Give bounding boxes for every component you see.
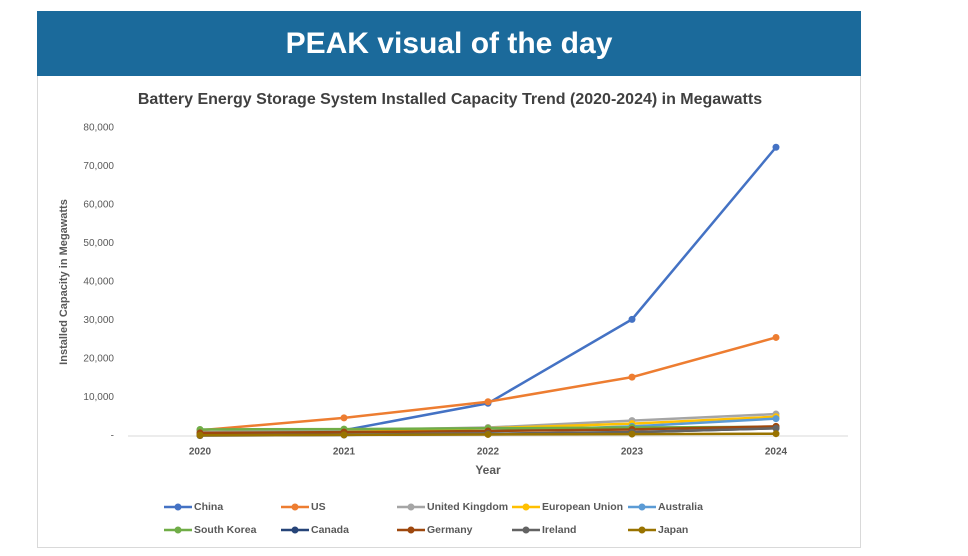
- legend-marker: [174, 526, 182, 534]
- legend-label: South Korea: [194, 524, 257, 536]
- legend-label: US: [311, 501, 326, 513]
- legend-label: Germany: [427, 524, 473, 536]
- legend-marker: [291, 503, 299, 511]
- data-point: [772, 430, 780, 438]
- legend-label: China: [194, 501, 223, 513]
- y-tick-label: 10,000: [83, 392, 114, 403]
- x-tick-label: 2024: [765, 447, 788, 458]
- y-tick-label: 40,000: [83, 277, 114, 288]
- y-tick-label: 30,000: [83, 315, 114, 326]
- y-tick-label: 80,000: [83, 123, 114, 134]
- data-point: [484, 430, 492, 438]
- data-point: [340, 414, 348, 422]
- data-point: [772, 143, 780, 151]
- legend-label: Canada: [311, 524, 349, 536]
- y-tick-label: 50,000: [83, 238, 114, 249]
- legend-label: Australia: [658, 501, 703, 513]
- legend-label: Japan: [658, 524, 688, 536]
- chart-title: Battery Energy Storage System Installed …: [138, 91, 762, 108]
- data-point: [628, 373, 636, 381]
- legend-label: Ireland: [542, 524, 576, 536]
- legend-marker: [638, 526, 646, 534]
- data-point: [340, 431, 348, 439]
- banner-title: PEAK visual of the day: [37, 11, 861, 76]
- y-tick-label: 20,000: [83, 354, 114, 365]
- legend-label: European Union: [542, 501, 623, 513]
- legend-marker: [522, 526, 530, 534]
- y-tick-label: 60,000: [83, 200, 114, 211]
- x-axis-label: Year: [475, 463, 501, 477]
- series-line: [199, 336, 777, 432]
- legend-marker: [291, 526, 299, 534]
- legend-marker: [407, 526, 415, 534]
- legend-label: United Kingdom: [427, 501, 508, 513]
- x-tick-label: 2020: [189, 447, 212, 458]
- data-point: [628, 430, 636, 438]
- chart: Battery Energy Storage System Installed …: [58, 91, 848, 536]
- x-tick-label: 2022: [477, 447, 500, 458]
- data-point: [484, 398, 492, 406]
- data-point: [196, 431, 204, 439]
- chart-panel: Battery Energy Storage System Installed …: [37, 76, 861, 548]
- legend-marker: [174, 503, 182, 511]
- y-tick-label: -: [111, 431, 114, 442]
- data-point: [772, 333, 780, 341]
- legend-marker: [407, 503, 415, 511]
- x-tick-label: 2021: [333, 447, 356, 458]
- data-point: [772, 424, 780, 432]
- legend-marker: [522, 503, 530, 511]
- series-line: [199, 146, 777, 435]
- y-axis-label: Installed Capacity in Megawatts: [58, 199, 70, 365]
- data-point: [628, 315, 636, 323]
- data-point: [772, 415, 780, 423]
- legend-marker: [638, 503, 646, 511]
- x-tick-label: 2023: [621, 447, 644, 458]
- y-tick-label: 70,000: [83, 161, 114, 172]
